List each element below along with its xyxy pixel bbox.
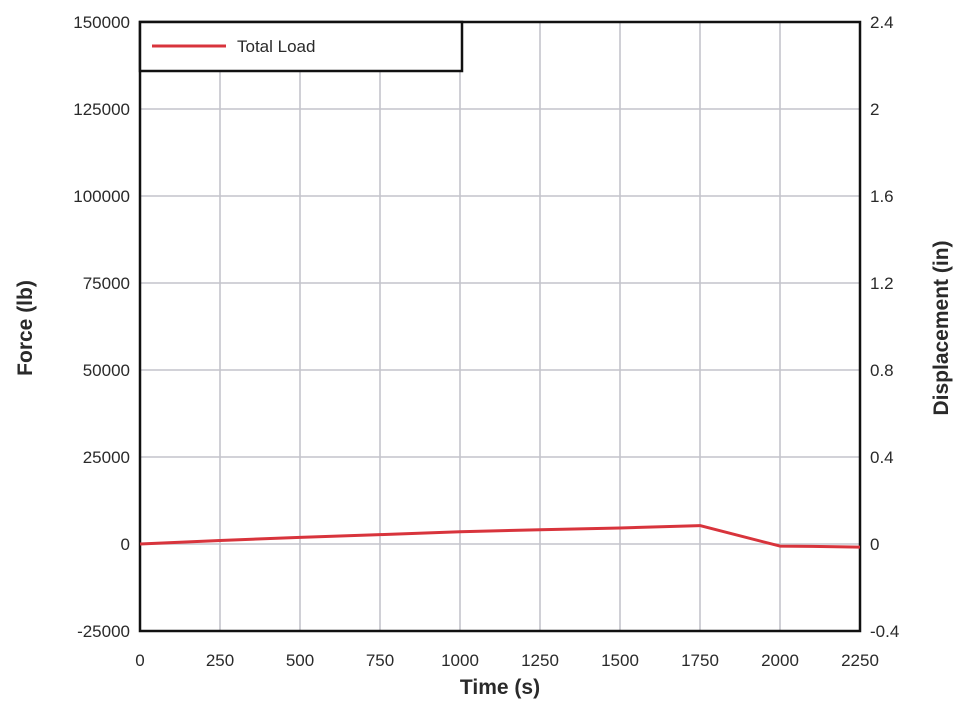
y-tick-label: 25000 [83,448,130,467]
y-tick-label: 150000 [73,13,130,32]
legend-label: Total Load [237,37,315,56]
y2-axis-title: Displacement (in) [930,240,953,415]
y2-tick-label: 0 [870,535,879,554]
y-tick-label: 100000 [73,187,130,206]
x-tick-label: 250 [206,651,234,670]
y-tick-label: 125000 [73,100,130,119]
y2-tick-label: 2.4 [870,13,894,32]
y2-tick-label: 1.6 [870,187,894,206]
x-tick-label: 750 [366,651,394,670]
y-axis-title: Force (lb) [14,280,37,376]
y-tick-label: 50000 [83,361,130,380]
series-line-total-load [139,524,861,549]
x-tick-label: 1000 [441,651,479,670]
x-tick-label: 2000 [761,651,799,670]
x-tick-label: 2250 [841,651,879,670]
y2-tick-label: -0.4 [870,622,899,641]
series-layer [139,524,861,549]
y2-tick-label: 2 [870,100,879,119]
x-tick-label: 500 [286,651,314,670]
y-tick-label: -25000 [77,622,130,641]
y2-tick-labels: -0.4 0 0.4 0.8 1.2 1.6 2 2.4 [870,13,899,641]
y-tick-labels: -25000 0 25000 50000 75000 100000 125000 150000 [73,13,130,641]
x-tick-labels: 0 250 500 750 1000 1250 1500 1750 2000 2250 [135,651,879,670]
legend: Total Load [138,20,464,73]
y2-tick-label: 1.2 [870,274,894,293]
x-tick-label: 1750 [681,651,719,670]
x-tick-label: 1250 [521,651,559,670]
y2-tick-label: 0.4 [870,448,894,467]
x-axis-title: Time (s) [460,676,540,699]
y2-tick-label: 0.8 [870,361,894,380]
y-tick-label: 0 [121,535,130,554]
x-tick-label: 1500 [601,651,639,670]
plot-frame [138,20,862,633]
x-tick-label: 0 [135,651,144,670]
y-tick-label: 75000 [83,274,130,293]
